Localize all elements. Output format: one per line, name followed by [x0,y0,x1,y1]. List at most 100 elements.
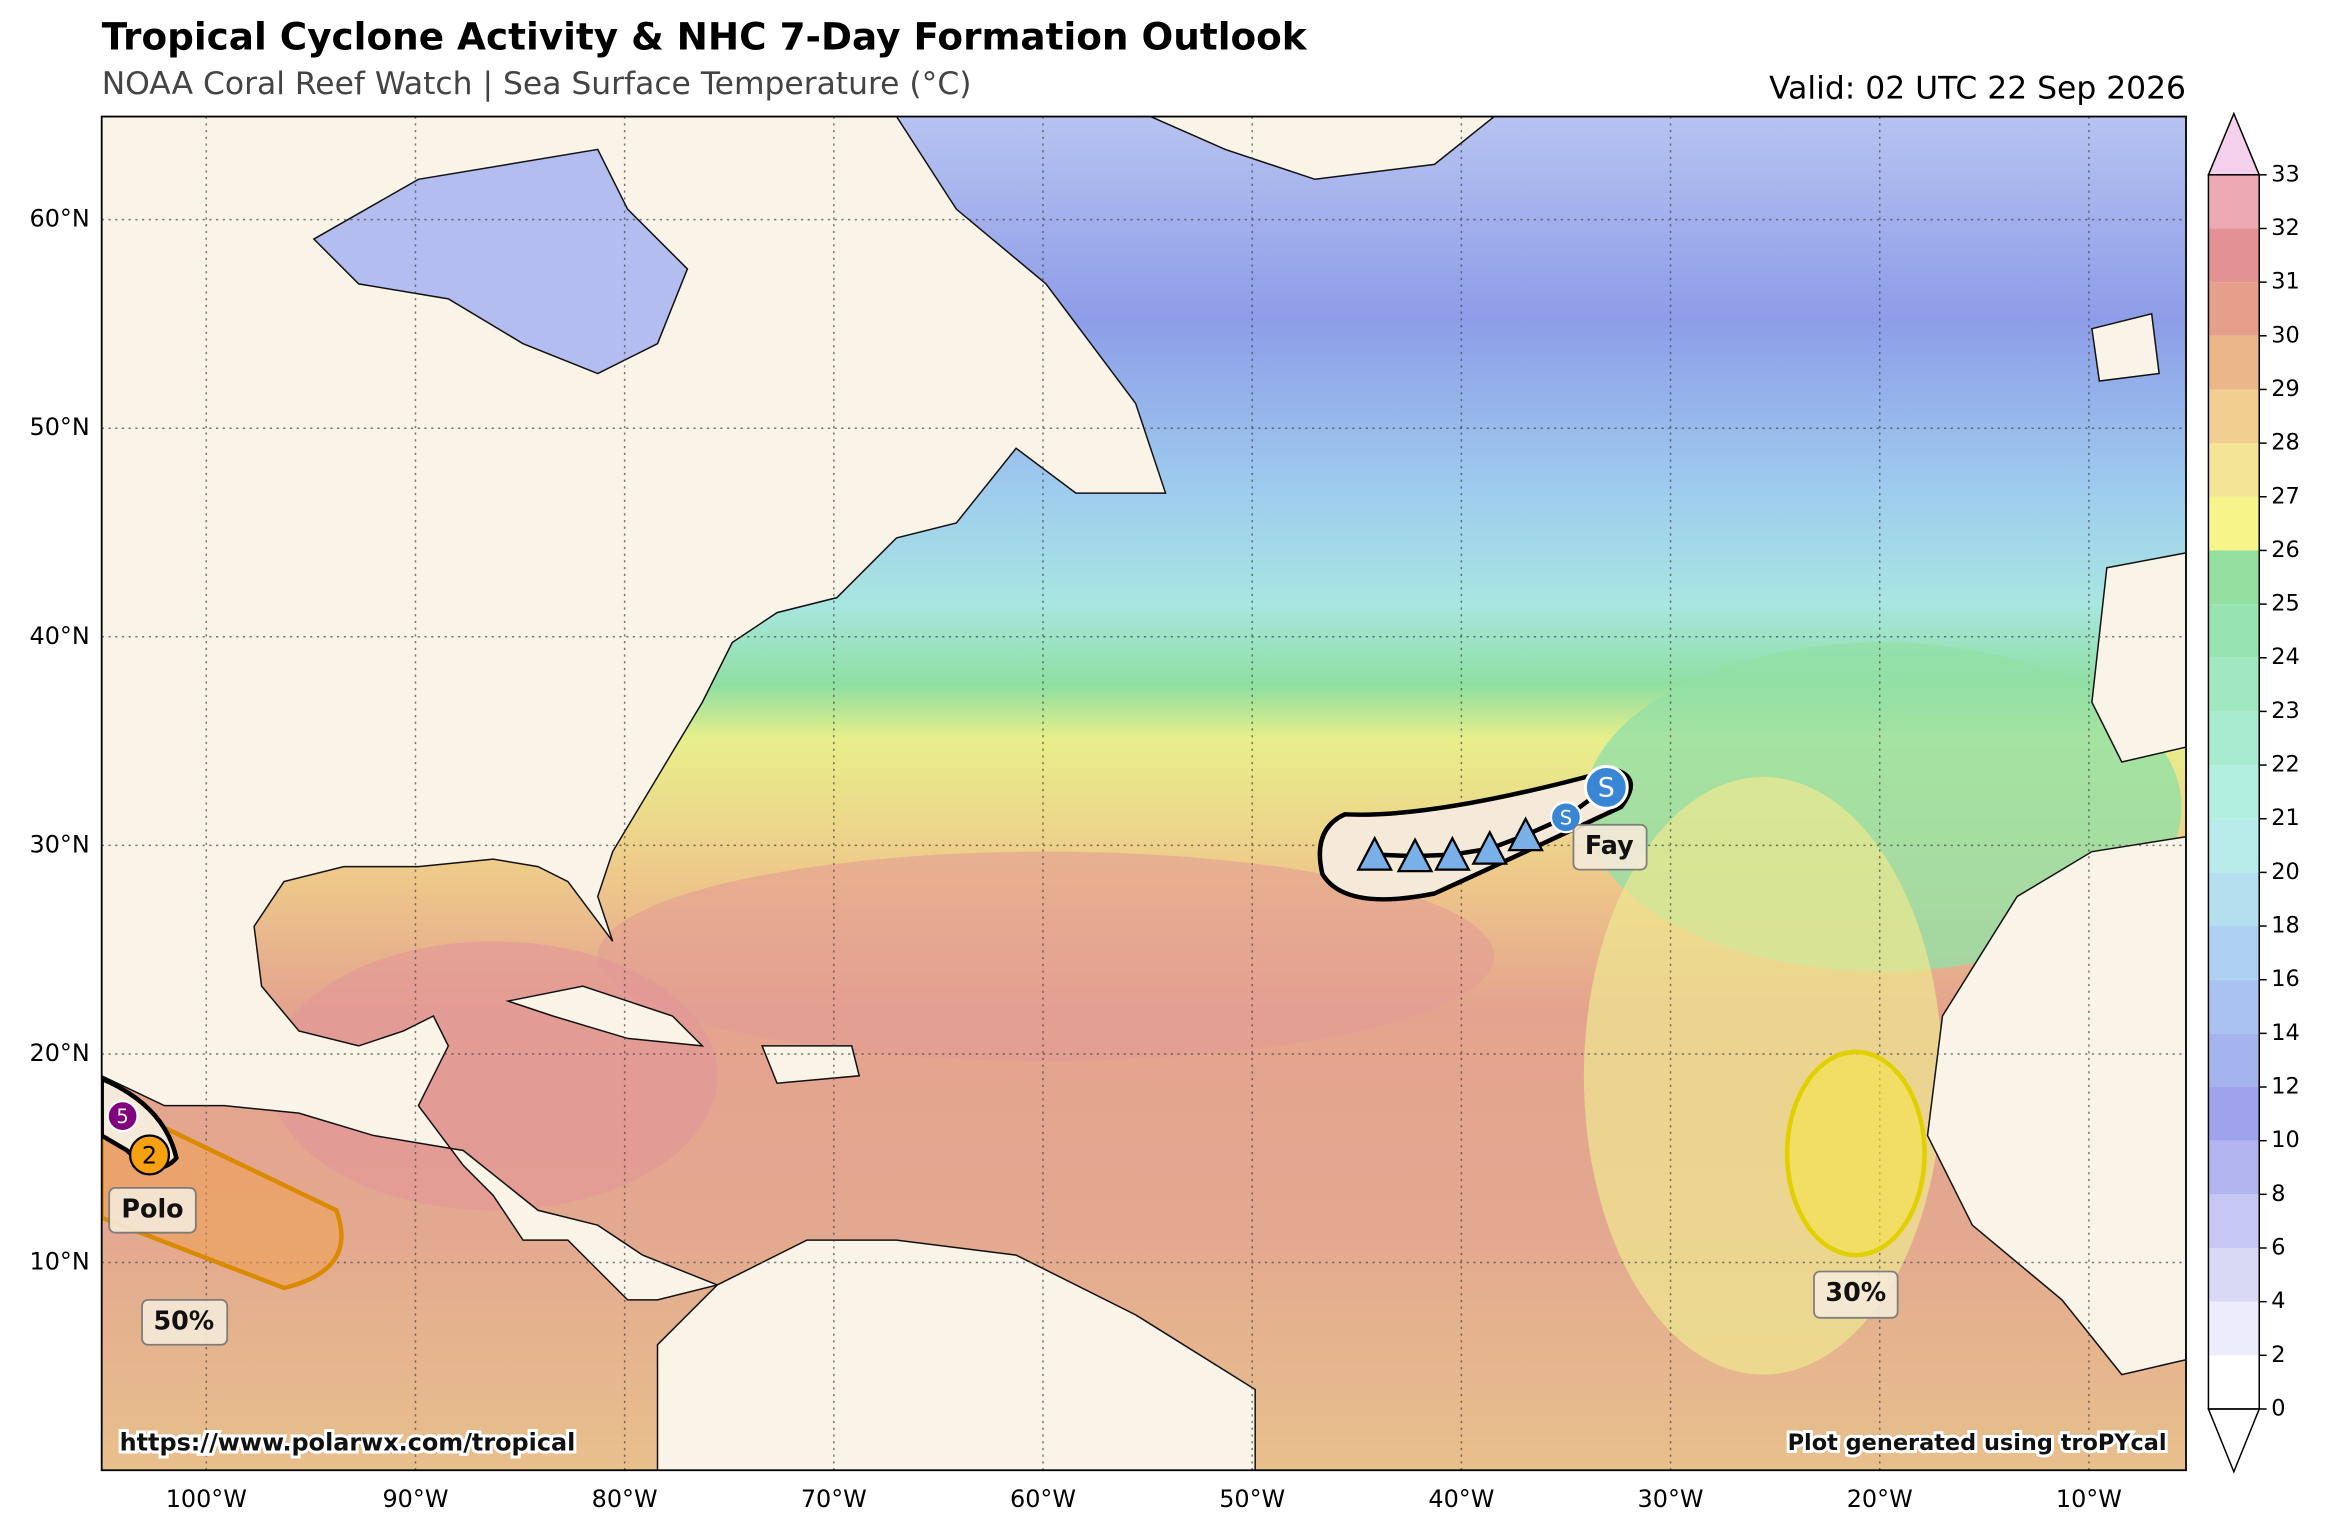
lat-label: 60°N [30,205,90,233]
map: S S 5 2 Fay Polo 50% 30% https://www.pol… [101,116,2187,1471]
lon-label: 10°W [2056,1485,2122,1513]
colorbar-tick-label: 22 [2271,752,2300,778]
storm-marker-label: 5 [116,1105,128,1128]
colorbar-band [2208,926,2260,980]
colorbar-band [2208,818,2260,873]
map-frame [100,115,2187,1472]
lat-label: 50°N [30,413,90,441]
colorbar-band [2208,1033,2260,1088]
colorbar-band [2208,1247,2260,1302]
colorbar-tick-label: 10 [2271,1127,2300,1153]
colorbar-band [2208,550,2260,605]
colorbar-tick-label: 20 [2271,859,2300,885]
colorbar-tick-label: 27 [2271,483,2300,509]
land [1926,835,2187,1376]
storm-name: Fay [1585,830,1634,860]
sst-field [597,851,1495,1061]
colorbar-tick-label: 23 [2271,698,2300,724]
colorbar-band [2208,872,2260,927]
forecast-points [1356,816,1544,873]
colorbar-band [2208,657,2260,712]
colorbar-band [2208,335,2260,390]
land [2091,552,2187,763]
lat-label: 40°N [30,622,90,650]
colorbar-band [2208,389,2260,444]
colorbar-band [2208,604,2260,658]
storm-marker [106,1100,139,1133]
colorbar-tick-label: 2 [2271,1342,2285,1368]
colorbar: 0246810121416182021222324252627282930313… [2207,111,2300,1474]
colorbar-band [2208,443,2260,497]
label-box [1572,823,1648,871]
colorbar-tick-label: 30 [2271,322,2300,348]
colorbar-band [2208,282,2260,336]
lon-label: 80°W [592,1485,658,1513]
colorbar-band [2208,1194,2260,1248]
colorbar-frame [2207,174,2260,1410]
label-box [1813,1270,1899,1319]
outlook-area [1784,1049,1927,1258]
storm-marker-label: S [1560,806,1572,829]
colorbar-extend [2207,1408,2261,1474]
colorbar-tick-label: 4 [2271,1288,2285,1314]
outlook-label: 30% [1825,1277,1886,1307]
colorbar-tick-label: 6 [2271,1234,2285,1260]
land [1150,116,1496,181]
land [761,1045,861,1085]
storm-marker [1583,765,1629,810]
land [2091,312,2160,382]
storm-marker-label: 2 [142,1141,157,1169]
colorbar-band [2208,1087,2260,1141]
storm-name: Polo [121,1193,183,1223]
subtitle: NOAA Coral Reef Watch | Sea Surface Temp… [102,66,972,102]
lon-label: 40°W [1428,1485,1494,1513]
lat-label: 30°N [30,830,90,858]
lon-label: 70°W [801,1485,867,1513]
colorbar-tick-label: 26 [2271,537,2300,563]
colorbar-band [2208,1355,2260,1409]
colorbar-band [2208,765,2260,819]
colorbar-tick-label: 14 [2271,1020,2300,1046]
title: Tropical Cyclone Activity & NHC 7-Day Fo… [102,14,1308,58]
colorbar-tick-label: 0 [2271,1395,2285,1421]
lat-label: 20°N [30,1039,90,1067]
hudson-bay [312,148,689,375]
storm-marker-label: S [1598,772,1615,803]
land [656,1239,1256,1471]
lon-label: 100°W [166,1485,247,1513]
colorbar-tick-label: 12 [2271,1074,2300,1100]
colorbar-band [2208,228,2260,283]
graticule [101,116,2187,1471]
colorbar-tick-label: 8 [2271,1181,2285,1207]
colorbar-band [2208,711,2260,766]
colorbar-band [2208,979,2260,1034]
lon-label: 50°W [1219,1485,1285,1513]
lon-label: 20°W [1847,1485,1913,1513]
colorbar-tick-label: 18 [2271,913,2300,939]
colorbar-tick-label: 28 [2271,430,2300,456]
colorbar-band [2208,1140,2260,1195]
colorbar-band [2208,1301,2260,1356]
colorbar-tick-label: 24 [2271,644,2300,670]
footer-credit: Plot generated using troPYcal [1788,1430,2167,1456]
valid-time: Valid: 02 UTC 22 Sep 2026 [1769,71,2186,107]
colorbar-tick-label: 29 [2271,376,2300,402]
outlook-label: 50% [153,1305,214,1335]
colorbar-band [2208,174,2260,229]
footer-url: https://www.polarwx.com/tropical [120,1428,576,1456]
colorbar-band [2208,496,2260,551]
lat-label: 10°N [30,1248,90,1276]
land [101,116,1167,1301]
colorbar-tick-label: 16 [2271,966,2300,992]
lon-label: 30°W [1638,1485,1704,1513]
label-box [141,1299,229,1346]
land [505,985,705,1047]
storm-marker [1549,801,1583,834]
label-box [108,1186,197,1234]
colorbar-tick-label: 25 [2271,591,2300,617]
colorbar-tick-label: 32 [2271,215,2300,241]
lon-label: 90°W [382,1485,448,1513]
colorbar-tick-label: 31 [2271,269,2300,295]
